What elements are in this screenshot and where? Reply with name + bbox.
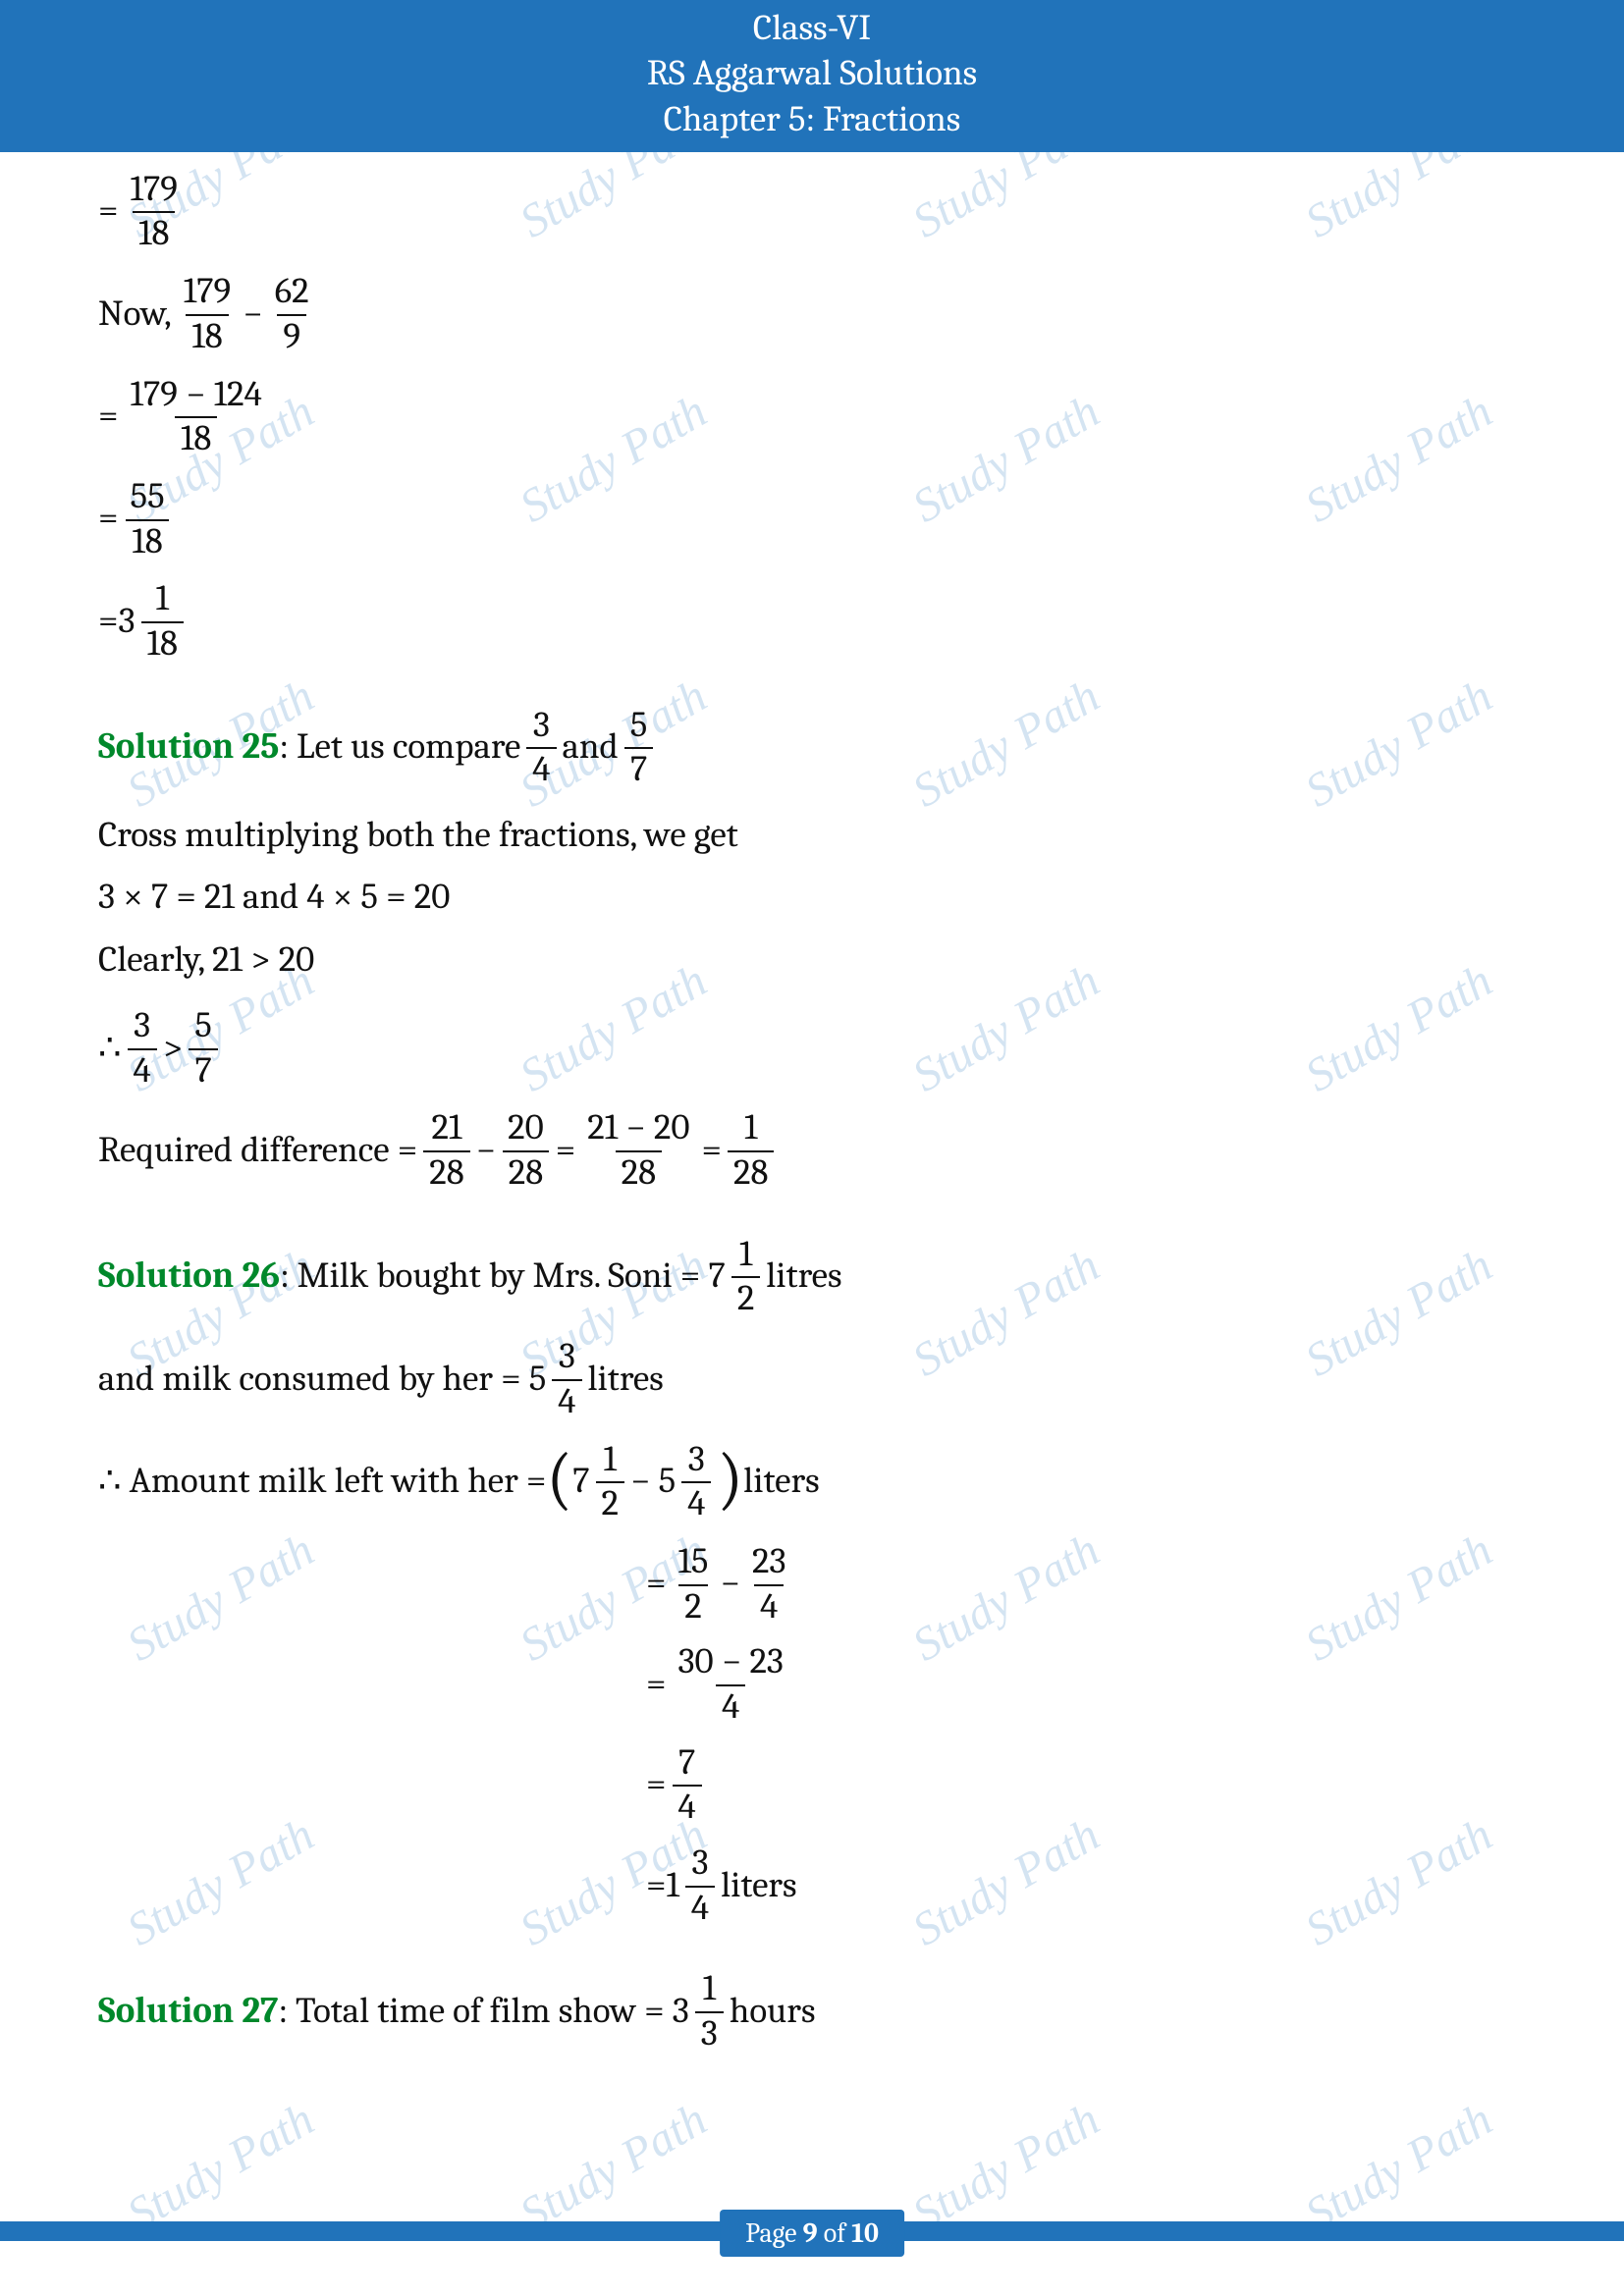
fraction: 21 − 20 28	[581, 1108, 695, 1193]
s26-l3minus: − 5	[630, 1454, 676, 1510]
equals-sign: =	[556, 1123, 576, 1179]
s25-line-2: Cross multiplying both the fractions, we…	[98, 808, 1526, 864]
s26-l1b: litres	[766, 1249, 841, 1305]
rparen-icon: )	[717, 1452, 743, 1507]
header-line-2: RS Aggarwal Solutions	[0, 51, 1624, 96]
s26-l3w1: 7	[572, 1454, 589, 1510]
s25-required-diff: Required difference = 21 28 − 20 28 = 21…	[98, 1108, 1526, 1193]
fraction: 15 2	[673, 1542, 715, 1627]
equals-sign: =	[98, 491, 119, 547]
page-pre: Page	[745, 2217, 803, 2249]
solution-26-label: Solution 26	[98, 1249, 280, 1305]
fraction: 3 4	[681, 1440, 711, 1524]
fraction: 1 2	[731, 1235, 760, 1319]
s26-l2b: litres	[588, 1352, 664, 1408]
solution-27-label: Solution 27	[98, 1984, 278, 2040]
equals-sign: =	[98, 594, 119, 650]
solution-27-line-1: Solution 27 : Total time of film show = …	[98, 1969, 1526, 2054]
cont-step-2: = 179 − 124 18	[98, 375, 1526, 459]
cont-now-line: Now, 179 18 − 62 9	[98, 272, 1526, 356]
s25-compare-line: ∴ 3 4 > 5 7	[98, 1006, 1526, 1091]
fraction: 5 7	[189, 1006, 218, 1091]
equals-sign: =	[701, 1123, 722, 1179]
s26-step-3: = 7 4	[98, 1743, 1526, 1828]
solution-25-line-1: Solution 25 : Let us compare 3 4 and 5 7	[98, 706, 1526, 790]
s25-line-3: 3 × 7 = 21 and 4 × 5 = 20	[98, 870, 1526, 926]
page-total: 10	[851, 2217, 879, 2249]
gt-sign: >	[163, 1021, 184, 1077]
mixed-whole: 1	[667, 1858, 679, 1914]
fraction: 23 4	[746, 1542, 792, 1627]
s25-line-4: Clearly, 21 > 20	[98, 933, 1526, 988]
solution-26-line-2: and milk consumed by her = 5 3 4 litres	[98, 1337, 1526, 1421]
s26-s5b: liters	[721, 1858, 796, 1914]
fraction: 62 9	[269, 272, 315, 356]
fraction: 20 28	[502, 1108, 550, 1193]
fraction: 7 4	[673, 1743, 702, 1828]
solution-25-label: Solution 25	[98, 720, 279, 775]
page-number-badge: Page 9 of 10	[720, 2210, 904, 2257]
fraction: 21 28	[423, 1108, 469, 1193]
equals-sign: =	[98, 389, 119, 445]
fraction: 3 4	[552, 1337, 581, 1421]
s27-l1b: hours	[730, 1984, 816, 2040]
page-mid: of	[818, 2217, 852, 2249]
cont-step-4: = 3 1 18	[98, 579, 1526, 664]
solution-26-line-1: Solution 26 : Milk bought by Mrs. Soni =…	[98, 1235, 1526, 1319]
s27-l1a: : Total time of film show = 3	[278, 1984, 688, 2040]
s26-l3b: liters	[743, 1454, 819, 1510]
fraction: 30 − 23 4	[673, 1642, 790, 1727]
equals-sign: =	[646, 1858, 667, 1914]
s26-l3a: ∴ Amount milk left with her =	[98, 1454, 546, 1510]
fraction: 3 4	[526, 706, 556, 790]
equals-sign: =	[646, 1657, 667, 1713]
fraction: 1 18	[141, 579, 184, 664]
required-diff-label: Required difference =	[98, 1123, 417, 1179]
fraction: 3 4	[685, 1843, 715, 1928]
now-label: Now,	[98, 287, 172, 343]
minus-sign: −	[476, 1123, 497, 1179]
equals-sign: =	[98, 184, 119, 240]
cont-step-1: = 179 18	[98, 170, 1526, 254]
s26-l1a: : Milk bought by Mrs. Soni = 7	[280, 1249, 726, 1305]
fraction: 179 18	[125, 170, 184, 254]
mixed-whole: 3	[119, 594, 135, 650]
s26-step-2: = 30 − 23 4	[98, 1642, 1526, 1727]
header-line-3: Chapter 5: Fractions	[0, 97, 1624, 142]
fraction: 179 18	[178, 272, 237, 356]
s26-step-1: = 15 2 − 23 4	[98, 1542, 1526, 1627]
and-text: and	[563, 720, 619, 775]
fraction: 3 4	[128, 1006, 157, 1091]
page-current: 9	[803, 2217, 818, 2249]
s26-l2a: and milk consumed by her = 5	[98, 1352, 546, 1408]
s25-intro: : Let us compare	[279, 720, 520, 775]
header-line-1: Class-VI	[0, 6, 1624, 51]
fraction: 1 3	[695, 1969, 724, 2054]
minus-sign: −	[243, 287, 263, 343]
cont-step-3: = 55 18	[98, 477, 1526, 561]
fraction: 179 − 124 18	[125, 375, 268, 459]
fraction: 1 2	[596, 1440, 624, 1524]
lparen-icon: (	[546, 1452, 572, 1507]
page-content: = 179 18 Now, 179 18 − 62 9 = 179 − 124 …	[0, 170, 1624, 2055]
page-header: Class-VI RS Aggarwal Solutions Chapter 5…	[0, 0, 1624, 152]
s26-step-4: = 1 3 4 liters	[98, 1843, 1526, 1928]
equals-sign: =	[646, 1556, 667, 1612]
minus-sign: −	[720, 1556, 740, 1612]
fraction: 1 28	[728, 1108, 774, 1193]
fraction: 55 18	[125, 477, 171, 561]
equals-sign: =	[646, 1757, 667, 1813]
fraction: 5 7	[624, 706, 654, 790]
solution-26-line-3: ∴ Amount milk left with her = ( 7 1 2 − …	[98, 1440, 1526, 1524]
therefore-sign: ∴	[98, 1021, 122, 1077]
